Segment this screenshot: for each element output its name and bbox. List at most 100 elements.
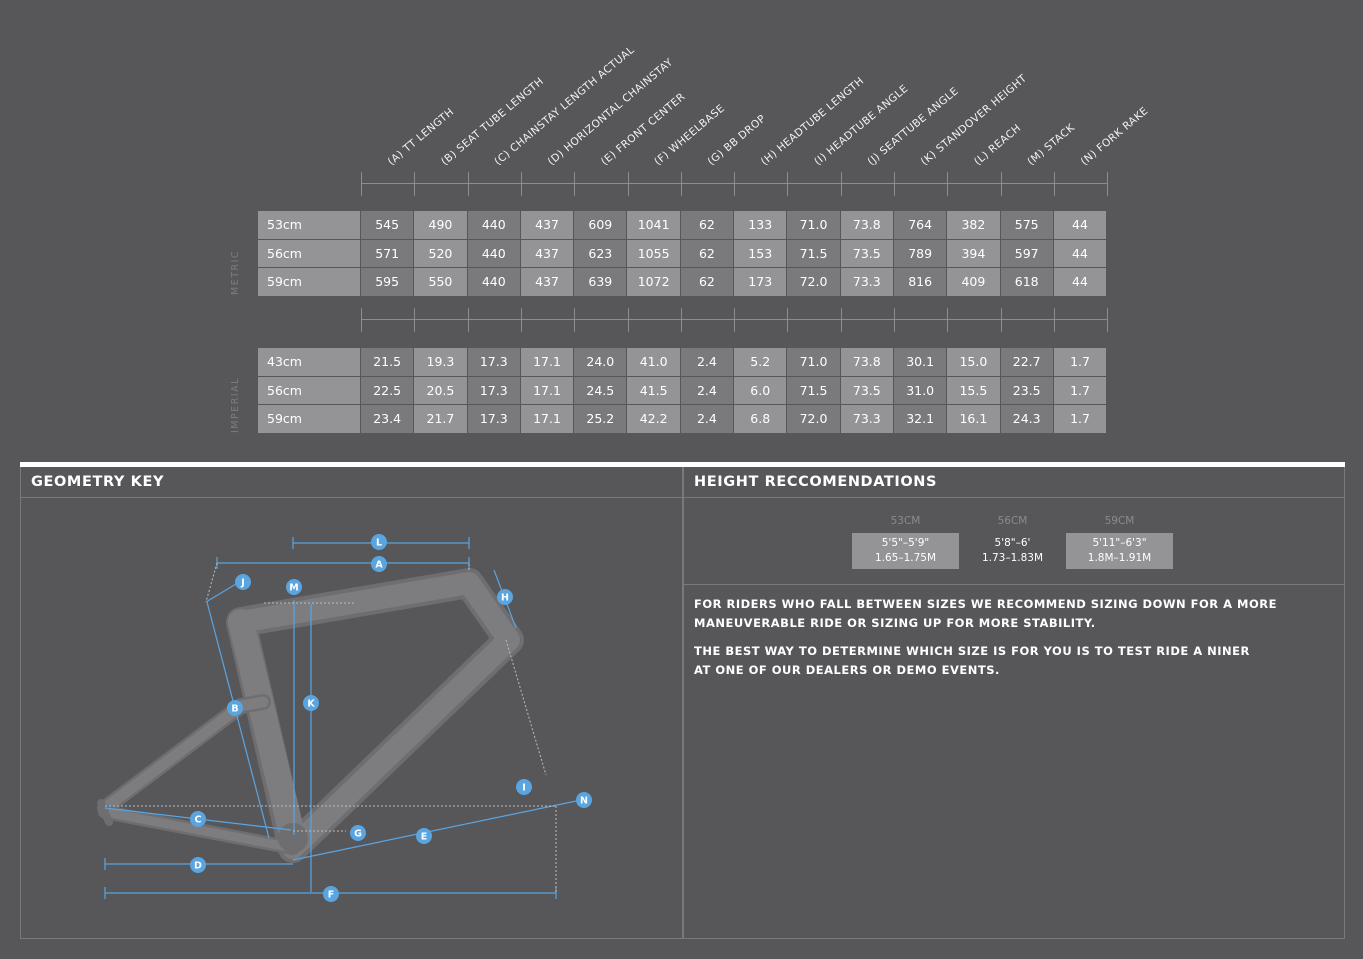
size-cell: 56cm [258,376,360,405]
metric-label: METRIC [230,249,241,295]
value-cell: 394 [947,239,1000,268]
value-cell: 73.3 [840,405,893,434]
section-divider [20,462,1345,467]
value-cell: 24.5 [574,376,627,405]
value-cell: 1.7 [1053,348,1107,376]
marker-g: G [350,825,366,841]
value-cell: 17.3 [467,348,520,376]
rule-tick [787,308,789,332]
rule-tick [1000,308,1002,332]
rule-tick [467,308,469,332]
marker-i: I [516,779,532,795]
value-cell: 545 [361,211,414,239]
height-metric: 1.73–1.83M [981,552,1044,564]
rule-tick [1107,172,1109,196]
geometry-key-panel: GEOMETRY KEY [20,467,683,939]
rule-tick [1053,172,1055,196]
marker-h: H [497,589,513,605]
value-cell: 1055 [627,239,680,268]
marker-f: F [323,886,339,902]
marker-circle [303,695,319,711]
size-cell: 59cm [258,268,360,297]
height-range-box: 5'5"–5'9" 1.65–1.75M [852,533,959,569]
height-imperial: 5'11"–6'3" [1092,537,1147,549]
value-cell: 1.7 [1053,405,1107,434]
marker-circle [416,828,432,844]
rule-line [361,183,1107,184]
value-cell: 440 [467,211,520,239]
geometry-key-title: GEOMETRY KEY [21,467,682,498]
marker-letter: M [289,583,298,594]
height-metric: 1.8M–1.91M [1087,552,1152,564]
value-cell: 173 [734,268,787,297]
value-cell: 72.0 [787,268,840,297]
marker-letter: I [522,783,526,794]
size-cell: 56cm [258,239,360,268]
marker-circle [190,857,206,873]
value-cell: 17.1 [520,348,574,376]
rule-tick [787,172,789,196]
value-cell: 5.2 [734,348,787,376]
value-cell: 62 [680,211,734,239]
value-cell: 6.8 [734,405,787,434]
rule-tick [520,308,522,332]
rule-tick [734,172,736,196]
height-range-box: 5'8"–6' 1.73–1.83M [959,533,1066,569]
size-cell: 53cm [258,211,360,239]
table-row: 56cm 571 520 440 437 623 1055 62 153 71.5 73.5 789 3… [258,239,1107,269]
marker-letter: E [421,832,428,843]
value-cell: 153 [734,239,787,268]
marker-l: L [371,534,387,550]
value-cell: 382 [947,211,1000,239]
marker-letter: K [307,699,315,710]
reference-lines [105,562,557,893]
value-cell: 71.5 [787,376,840,405]
value-cell: 1041 [627,211,680,239]
table-row: 59cm 595 550 440 437 639 1072 62 173 72.0 73.3 816 4… [258,268,1107,297]
value-cell: 73.3 [840,268,893,297]
marker-m: M [286,579,302,595]
value-cell: 618 [1000,268,1053,297]
value-cell: 73.8 [840,211,893,239]
value-cell: 22.5 [361,376,414,405]
advice-sizing: FOR RIDERS WHO FALL BETWEEN SIZES WE REC… [694,597,1277,630]
height-imperial: 5'8"–6' [994,537,1031,549]
marker-letter: F [328,890,335,901]
value-cell: 575 [1000,211,1053,239]
value-cell: 19.3 [414,348,467,376]
value-cell: 16.1 [947,405,1000,434]
rule-tick [627,308,629,332]
value-cell: 597 [1000,239,1053,268]
value-cell: 73.5 [840,376,893,405]
value-cell: 62 [680,239,734,268]
value-cell: 133 [734,211,787,239]
rule-tick [947,308,949,332]
height-metric: 1.65–1.75M [874,552,937,564]
value-cell: 2.4 [680,376,734,405]
value-cell: 17.1 [520,376,574,405]
rule-tick [894,308,895,332]
marker-circle [227,700,243,716]
height-size-label: 56CM [997,515,1028,527]
metric-header-rule [361,172,1109,196]
marker-circle [350,825,366,841]
value-cell: 2.4 [680,405,734,434]
rule-tick [361,172,362,196]
value-cell: 490 [414,211,467,239]
imperial-header-rule [361,308,1109,332]
height-col-53: 53CM 5'5"–5'9" 1.65–1.75M [852,513,959,569]
value-cell: 20.5 [414,376,467,405]
rule-tick [840,172,842,196]
rule-tick [467,172,469,196]
height-recommendations-panel: HEIGHT RECCOMENDATIONS 53CM 5'5"–5'9" 1.… [683,467,1345,939]
value-cell: 73.5 [840,239,893,268]
value-cell: 41.0 [627,348,680,376]
value-cell: 437 [520,211,574,239]
rule-tick [1053,308,1055,332]
value-cell: 17.3 [467,405,520,434]
value-cell: 42.2 [627,405,680,434]
marker-letter: J [240,578,245,589]
value-cell: 639 [574,268,627,297]
marker-b: B [227,700,243,716]
value-cell: 71.5 [787,239,840,268]
